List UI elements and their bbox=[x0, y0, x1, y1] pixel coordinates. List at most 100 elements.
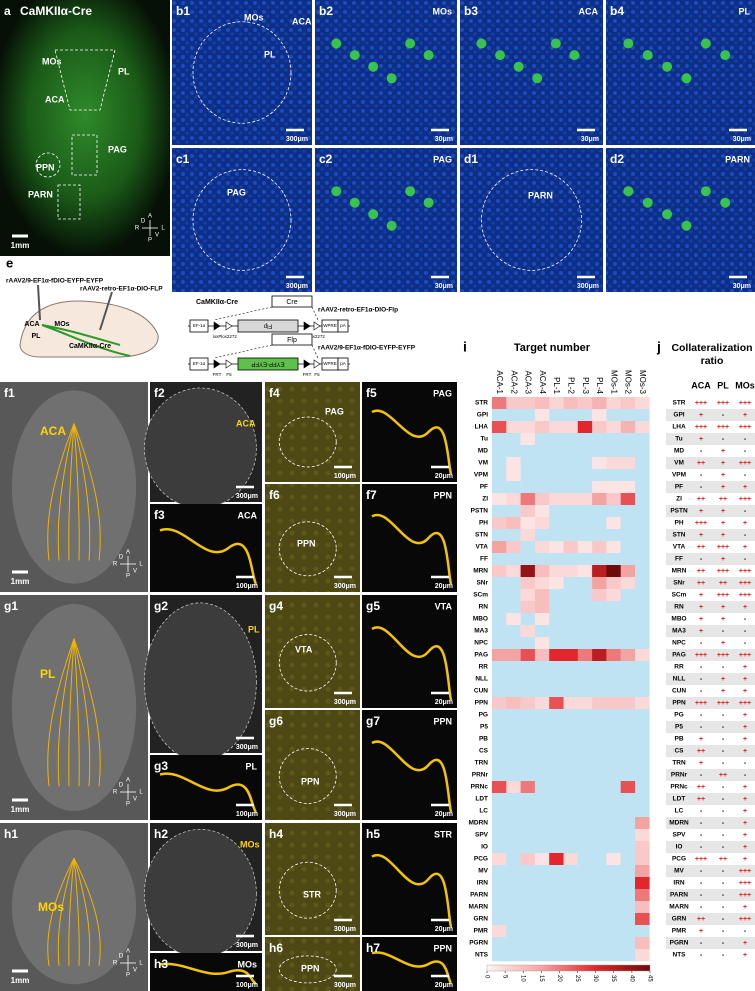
heat-cell bbox=[520, 637, 536, 650]
heat-cell bbox=[506, 721, 521, 734]
heat-cell bbox=[563, 553, 579, 566]
ratio-value: + bbox=[743, 712, 747, 719]
axon-trace bbox=[73, 858, 80, 966]
heat-cell bbox=[563, 661, 579, 674]
heat-cell bbox=[534, 817, 550, 830]
heat-cell bbox=[506, 421, 521, 434]
heat-cell bbox=[520, 445, 536, 458]
micrograph bbox=[460, 0, 603, 145]
heat-cell bbox=[492, 493, 507, 506]
row-label: PF bbox=[480, 484, 488, 491]
table-title: ratio bbox=[701, 355, 724, 367]
ratio-value: +++ bbox=[695, 520, 707, 527]
heat-cell bbox=[520, 697, 536, 710]
column-header: ACA bbox=[691, 380, 711, 390]
heat-cell bbox=[506, 685, 521, 698]
axon-trace bbox=[159, 527, 258, 585]
region-label: ACA bbox=[292, 16, 312, 26]
axon-trace bbox=[371, 513, 453, 585]
heat-cell bbox=[534, 469, 550, 482]
heat-cell bbox=[577, 913, 593, 926]
row-label: PGRN bbox=[670, 940, 689, 947]
heat-cell bbox=[620, 409, 636, 422]
region-label: PARN bbox=[725, 154, 750, 164]
heat-cell bbox=[534, 493, 550, 506]
axon-trace bbox=[371, 740, 453, 813]
heat-cell bbox=[506, 733, 521, 746]
heat-cell bbox=[606, 661, 621, 674]
ratio-value: +++ bbox=[695, 652, 707, 659]
compass-letter: L bbox=[139, 790, 143, 796]
heat-cell bbox=[549, 937, 564, 950]
row-label: IRN bbox=[477, 880, 489, 887]
compass-letter: R bbox=[113, 562, 118, 568]
heat-cell bbox=[592, 433, 607, 446]
heat-cell bbox=[492, 745, 507, 758]
heat-cell bbox=[506, 433, 521, 446]
row-label: NPC bbox=[672, 640, 686, 647]
heat-cell bbox=[549, 949, 564, 962]
region-label: ACA bbox=[238, 510, 258, 520]
brain-outline bbox=[11, 604, 137, 811]
ratio-value: ++ bbox=[697, 784, 705, 791]
ratio-value: - bbox=[700, 880, 703, 887]
ratio-value: + bbox=[699, 412, 703, 419]
heat-cell bbox=[506, 709, 521, 722]
heat-cell bbox=[520, 913, 536, 926]
scale-label: 300μm bbox=[236, 493, 258, 500]
region-label: PL bbox=[40, 667, 55, 681]
heat-cell bbox=[606, 517, 621, 530]
heat-cell bbox=[520, 589, 536, 602]
heat-cell bbox=[620, 553, 636, 566]
ratio-value: + bbox=[743, 736, 747, 743]
colorbar-tick-label: 0 bbox=[483, 975, 489, 979]
scale-label: 300μm bbox=[334, 926, 356, 933]
heat-cell bbox=[563, 601, 579, 614]
pa-box bbox=[337, 357, 349, 371]
heat-cell bbox=[606, 721, 621, 734]
part-label: pA bbox=[340, 323, 346, 328]
row-label: LDT bbox=[673, 796, 686, 803]
heat-cell bbox=[592, 565, 607, 578]
row-label: GPI bbox=[477, 412, 488, 419]
micrograph bbox=[172, 0, 312, 145]
cell-body bbox=[386, 220, 397, 231]
cell-body bbox=[476, 38, 487, 49]
region-outline bbox=[57, 184, 81, 220]
heat-cell bbox=[549, 553, 564, 566]
region-label: PPN bbox=[433, 490, 452, 500]
scale-label: 300μm bbox=[236, 942, 258, 949]
heat-cell bbox=[534, 433, 550, 446]
heat-cell bbox=[492, 613, 507, 626]
heat-cell bbox=[592, 637, 607, 650]
ratio-value: - bbox=[722, 916, 725, 923]
enzyme-label: Cre bbox=[286, 299, 297, 306]
heat-cell bbox=[606, 769, 621, 782]
heat-cell bbox=[563, 937, 579, 950]
row-stripe bbox=[666, 841, 755, 853]
heat-cell bbox=[592, 925, 607, 938]
ratio-value: ++ bbox=[719, 580, 727, 587]
panel-label: b1 bbox=[176, 4, 190, 18]
heat-cell bbox=[549, 925, 564, 938]
row-label: PSTN bbox=[471, 508, 489, 515]
row-label: PH bbox=[479, 520, 488, 527]
region-label: MOs bbox=[244, 12, 264, 22]
ratio-value: - bbox=[700, 688, 703, 695]
heat-cell bbox=[492, 865, 507, 878]
heat-cell bbox=[620, 853, 636, 866]
heat-cell bbox=[549, 853, 564, 866]
scale-label: 300μm bbox=[236, 744, 258, 751]
ratio-value: +++ bbox=[695, 700, 707, 707]
heat-cell bbox=[577, 769, 593, 782]
heat-cell bbox=[606, 397, 621, 410]
cell-body bbox=[495, 50, 506, 61]
heat-cell bbox=[549, 601, 564, 614]
row-label: NTS bbox=[475, 952, 489, 959]
heat-cell bbox=[492, 757, 507, 770]
heat-cell bbox=[520, 829, 536, 842]
scale-label: 30μm bbox=[435, 136, 453, 143]
micrograph bbox=[265, 823, 360, 935]
heat-cell bbox=[635, 601, 650, 614]
